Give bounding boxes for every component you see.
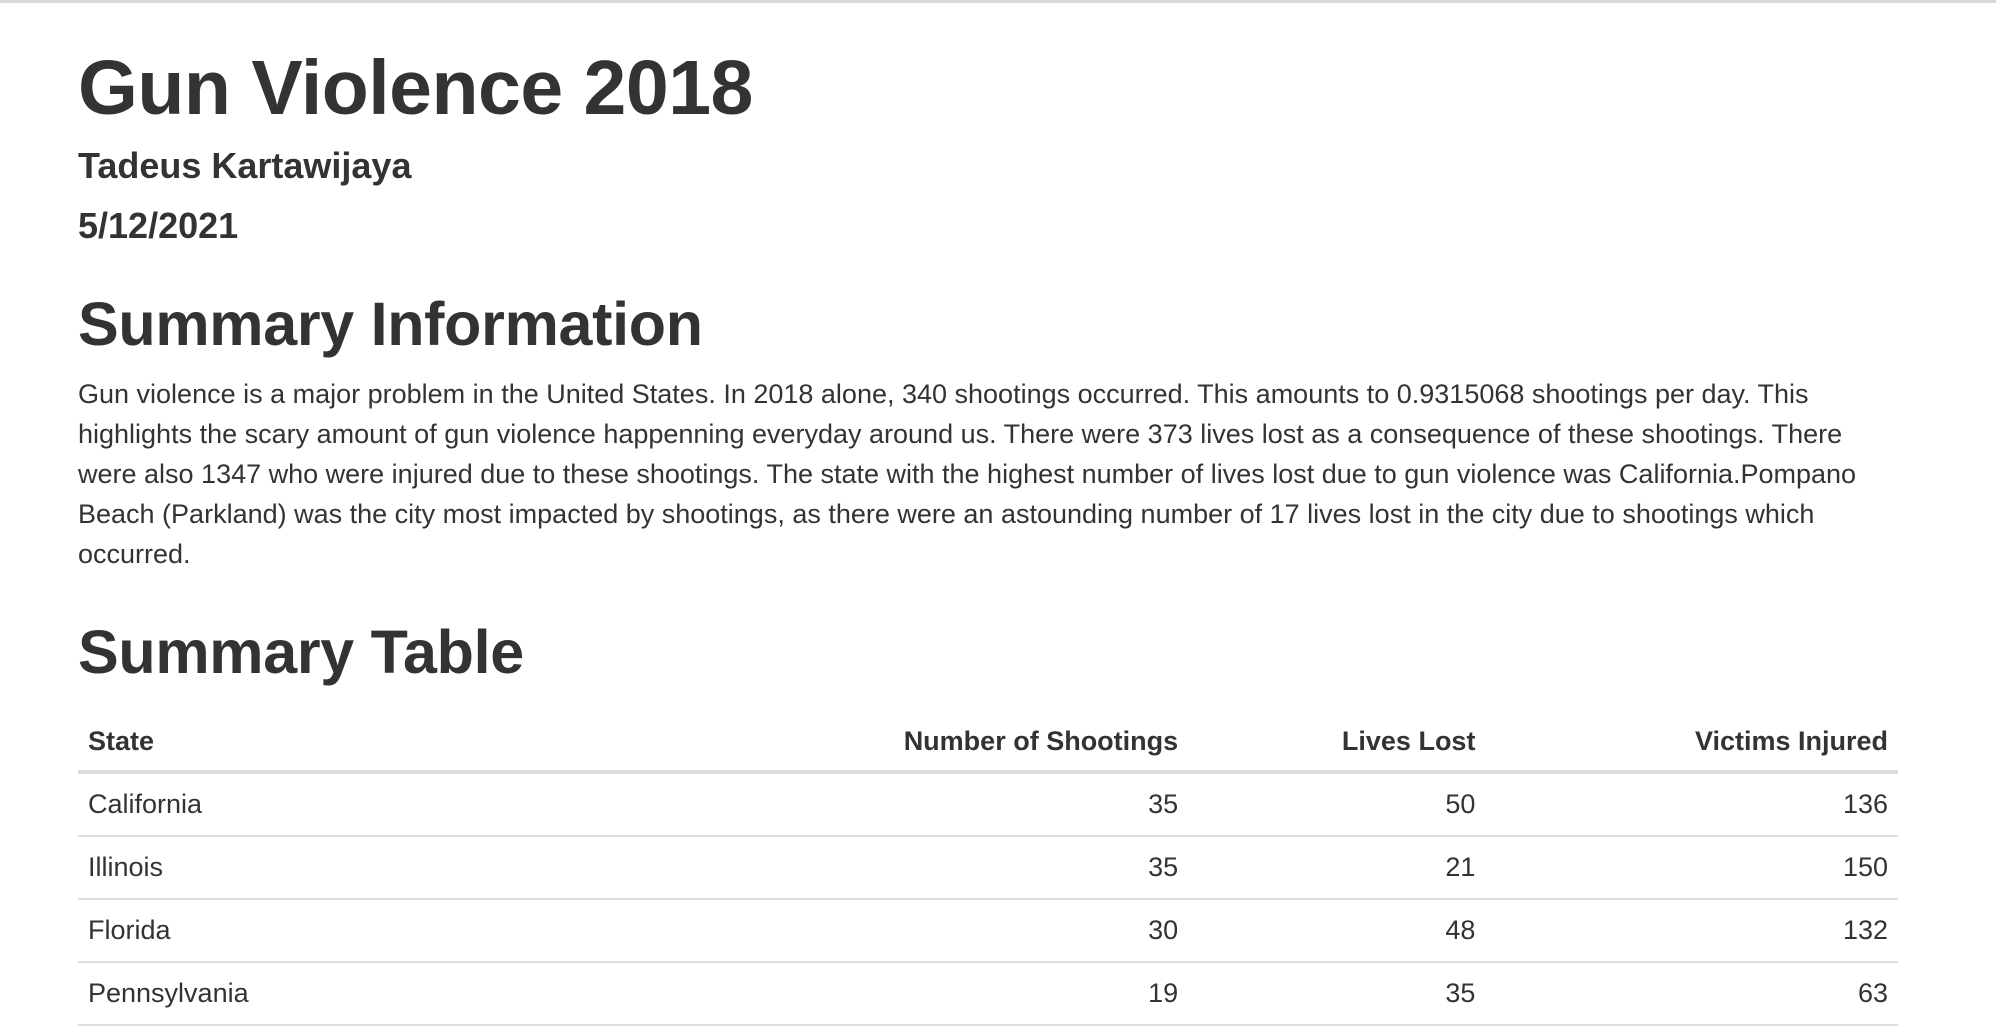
top-border bbox=[0, 0, 1996, 3]
cell-lives-lost: 50 bbox=[1188, 772, 1486, 837]
cell-victims-injured: 136 bbox=[1485, 772, 1898, 837]
table-header-row: State Number of Shootings Lives Lost Vic… bbox=[78, 712, 1898, 774]
column-header-victims-injured: Victims Injured bbox=[1485, 712, 1898, 774]
table-row: Pennsylvania 19 35 63 bbox=[78, 962, 1898, 1026]
cell-shootings: 35 bbox=[618, 836, 1189, 900]
column-header-shootings: Number of Shootings bbox=[618, 712, 1189, 774]
table-section: Summary Table State Number of Shootings … bbox=[78, 616, 1898, 1026]
document-body: Gun Violence 2018 Tadeus Kartawijaya 5/1… bbox=[78, 0, 1898, 1026]
summary-heading: Summary Information bbox=[78, 290, 703, 358]
document-title: Gun Violence 2018 bbox=[78, 45, 753, 131]
cell-shootings: 35 bbox=[618, 772, 1189, 837]
cell-state: Pennsylvania bbox=[78, 962, 618, 1026]
summary-paragraph: Gun violence is a major problem in the U… bbox=[78, 379, 1857, 569]
column-header-lives-lost: Lives Lost bbox=[1188, 712, 1486, 774]
cell-lives-lost: 48 bbox=[1188, 899, 1486, 963]
cell-state: Illinois bbox=[78, 836, 618, 900]
cell-shootings: 30 bbox=[618, 899, 1189, 963]
cell-state: California bbox=[78, 772, 618, 837]
cell-victims-injured: 150 bbox=[1485, 836, 1898, 900]
table-row: Illinois 35 21 150 bbox=[78, 836, 1898, 900]
document-date: 5/12/2021 bbox=[78, 205, 239, 246]
document-author: Tadeus Kartawijaya bbox=[78, 145, 412, 186]
cell-shootings: 19 bbox=[618, 962, 1189, 1026]
summary-table: State Number of Shootings Lives Lost Vic… bbox=[78, 712, 1898, 1026]
cell-lives-lost: 21 bbox=[1188, 836, 1486, 900]
cell-victims-injured: 63 bbox=[1485, 962, 1898, 1026]
table-row: Florida 30 48 132 bbox=[78, 899, 1898, 963]
table-heading: Summary Table bbox=[78, 618, 524, 686]
summary-section: Summary Information Gun violence is a ma… bbox=[78, 288, 1898, 574]
column-header-state: State bbox=[78, 712, 618, 774]
cell-state: Florida bbox=[78, 899, 618, 963]
cell-lives-lost: 35 bbox=[1188, 962, 1486, 1026]
table-row: California 35 50 136 bbox=[78, 772, 1898, 837]
cell-victims-injured: 132 bbox=[1485, 899, 1898, 963]
